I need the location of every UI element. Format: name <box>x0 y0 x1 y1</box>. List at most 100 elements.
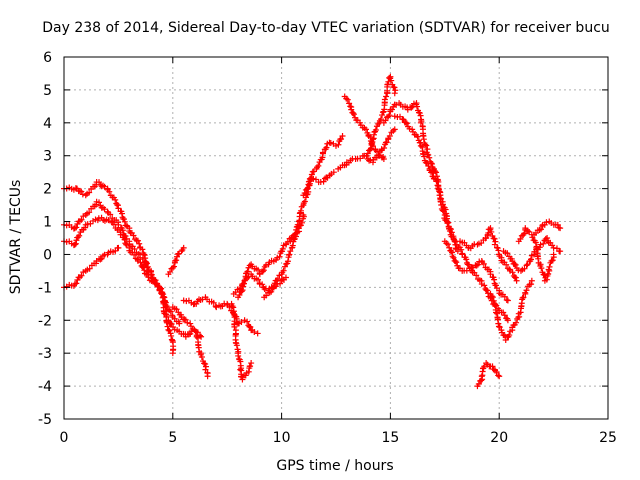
data-point <box>134 237 141 244</box>
data-point <box>344 96 351 103</box>
data-point <box>488 293 495 300</box>
data-point <box>78 272 85 279</box>
data-point <box>439 201 446 208</box>
data-point <box>496 373 503 380</box>
series-track-23 <box>500 235 564 274</box>
data-point <box>520 231 527 238</box>
series-track-25 <box>531 218 564 238</box>
data-point <box>239 287 246 294</box>
data-point <box>442 206 449 213</box>
data-point <box>546 263 553 270</box>
data-point <box>244 318 251 325</box>
data-point <box>86 189 93 196</box>
data-point <box>241 280 248 287</box>
data-point <box>247 324 254 331</box>
data-point <box>524 261 531 268</box>
data-point <box>145 274 152 281</box>
data-point <box>210 299 217 306</box>
data-point <box>282 274 289 281</box>
data-point <box>238 288 245 295</box>
data-point <box>79 191 86 198</box>
data-point <box>73 237 80 244</box>
data-point <box>509 269 516 276</box>
data-point <box>303 186 310 193</box>
data-point <box>385 78 392 85</box>
data-point <box>511 260 518 267</box>
data-point <box>495 323 502 330</box>
data-point <box>502 337 509 344</box>
data-point <box>279 245 286 252</box>
data-point <box>385 113 392 120</box>
x-tick-label: 15 <box>381 430 399 446</box>
data-point <box>519 294 526 301</box>
data-point <box>244 268 251 275</box>
data-point <box>503 261 510 268</box>
data-point <box>493 369 500 376</box>
y-tick-label: 5 <box>43 83 52 99</box>
data-point <box>202 366 209 373</box>
data-point <box>167 268 174 275</box>
data-point <box>96 199 103 206</box>
series-track-24 <box>515 225 557 284</box>
data-point <box>121 236 128 243</box>
data-point <box>202 360 209 367</box>
x-tick-label: 5 <box>168 430 177 446</box>
data-point <box>301 198 308 205</box>
data-point <box>373 148 380 155</box>
data-point <box>489 294 496 301</box>
data-point <box>168 321 175 328</box>
data-point <box>139 246 146 253</box>
data-point <box>548 258 555 265</box>
data-point <box>426 154 433 161</box>
data-point <box>540 240 547 247</box>
data-point <box>192 328 199 335</box>
y-tick-label: -1 <box>38 280 52 296</box>
data-point <box>473 272 480 279</box>
data-point <box>301 190 308 197</box>
series-track-6 <box>169 304 211 380</box>
data-point <box>254 276 261 283</box>
data-point <box>137 259 144 266</box>
data-point <box>97 256 104 263</box>
data-point <box>557 248 564 255</box>
data-point <box>421 153 428 160</box>
data-point <box>538 226 545 233</box>
series-track-16 <box>363 73 399 159</box>
data-point <box>233 342 240 349</box>
y-tick-label: -3 <box>38 346 52 362</box>
y-axis-ticks: -5 -4 -3 -2 -1 0 1 2 3 4 5 6 <box>38 50 608 428</box>
data-point <box>489 363 496 370</box>
data-point <box>86 265 93 272</box>
x-tick-label: 0 <box>60 430 69 446</box>
data-point <box>281 263 288 270</box>
data-point <box>82 224 89 231</box>
data-point <box>76 232 83 239</box>
data-point <box>381 96 388 103</box>
data-point <box>390 83 397 90</box>
data-point <box>523 262 530 269</box>
series-track-21 <box>457 225 520 284</box>
data-point <box>449 249 456 256</box>
data-point <box>297 207 304 214</box>
data-point <box>235 352 242 359</box>
data-point <box>557 225 564 232</box>
data-point <box>382 117 389 124</box>
data-point <box>276 253 283 260</box>
data-point <box>87 220 94 227</box>
data-point <box>481 282 488 289</box>
data-point <box>319 149 326 156</box>
grid-lines <box>64 57 608 419</box>
data-point <box>247 363 254 370</box>
data-point <box>308 171 315 178</box>
data-point <box>402 119 409 126</box>
data-point <box>159 290 166 297</box>
data-point <box>501 293 508 300</box>
data-point <box>274 276 281 282</box>
data-point <box>437 195 444 202</box>
x-axis-label: GPS time / hours <box>276 458 393 474</box>
data-point <box>141 267 148 274</box>
data-point <box>306 175 313 182</box>
data-point <box>168 332 175 339</box>
data-point <box>269 284 276 291</box>
data-point <box>425 151 432 158</box>
